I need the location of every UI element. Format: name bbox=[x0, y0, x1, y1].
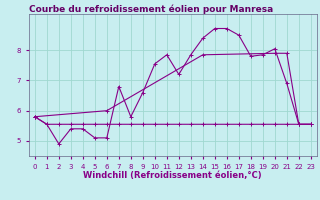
X-axis label: Windchill (Refroidissement éolien,°C): Windchill (Refroidissement éolien,°C) bbox=[84, 171, 262, 180]
Text: Courbe du refroidissement éolien pour Manresa: Courbe du refroidissement éolien pour Ma… bbox=[29, 4, 273, 14]
